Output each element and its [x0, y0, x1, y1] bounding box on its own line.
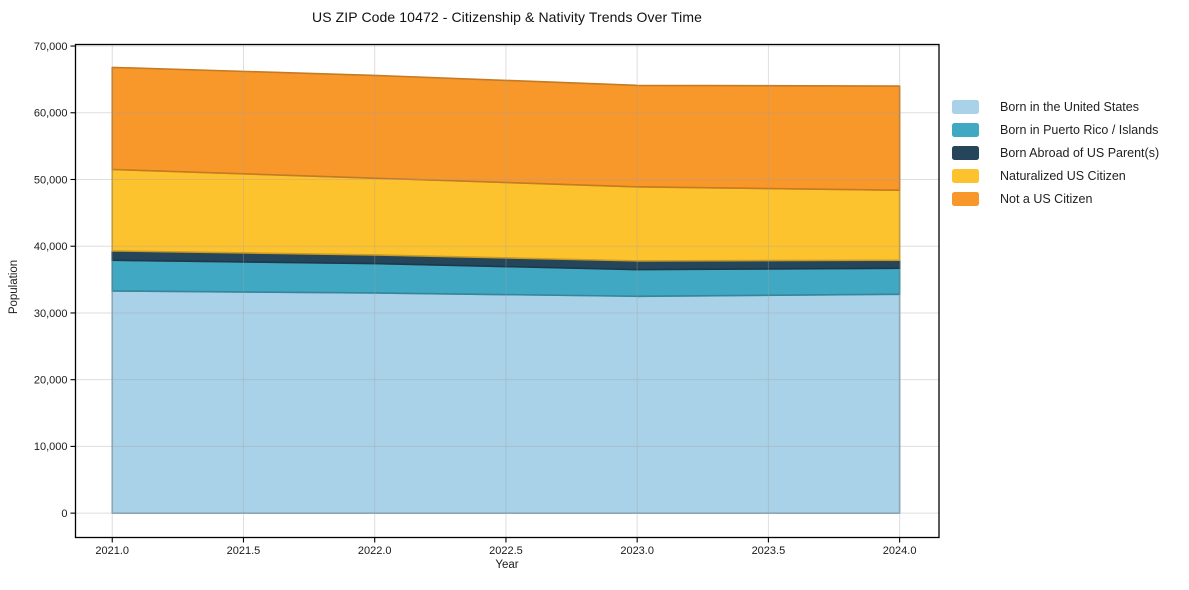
- y-tick-label: 40,000: [34, 241, 68, 253]
- legend-item: Naturalized US Citizen: [952, 168, 1159, 183]
- y-tick-label: 70,000: [34, 41, 68, 53]
- legend-label: Naturalized US Citizen: [1000, 168, 1126, 183]
- legend-label: Born in the United States: [1000, 99, 1139, 114]
- x-tick-label: 2022.0: [358, 545, 392, 557]
- legend-label: Born Abroad of US Parent(s): [1000, 145, 1160, 160]
- y-tick-label: 0: [61, 508, 67, 520]
- legend-swatch: [952, 99, 979, 114]
- area-not-a-us-citizen: [111, 66, 901, 191]
- legend-item: Born Abroad of US Parent(s): [952, 145, 1159, 160]
- x-tick-label: 2023.5: [752, 545, 786, 557]
- x-tick-label: 2023.0: [620, 545, 654, 557]
- x-tick-label: 2021.5: [227, 545, 261, 557]
- legend-label: Born in Puerto Rico / Islands: [1000, 122, 1159, 137]
- chart-title: US ZIP Code 10472 - Citizenship & Nativi…: [311, 9, 703, 25]
- legend-item: Not a US Citizen: [952, 191, 1159, 206]
- legend-item: Born in the United States: [952, 99, 1159, 114]
- y-tick-label: 50,000: [34, 174, 68, 186]
- legend-swatch: [952, 168, 979, 183]
- y-tick-label: 60,000: [34, 108, 68, 120]
- y-tick-label: 10,000: [34, 441, 68, 453]
- y-tick-label: 20,000: [34, 374, 68, 386]
- x-tick-label: 2022.5: [489, 545, 523, 557]
- legend-item: Born in Puerto Rico / Islands: [952, 122, 1159, 137]
- y-tick-label: 30,000: [34, 308, 68, 320]
- y-axis-label: Population: [8, 259, 20, 315]
- x-tick-label: 2024.0: [883, 545, 917, 557]
- legend-label: Not a US Citizen: [1000, 191, 1093, 206]
- x-tick-label: 2021.0: [95, 545, 129, 557]
- legend-swatch: [952, 191, 979, 206]
- plot-border: [74, 43, 940, 539]
- x-axis-label: Year: [495, 559, 519, 571]
- legend-swatch: [952, 122, 979, 137]
- legend: Born in the United States Born in Puerto …: [952, 99, 1159, 214]
- legend-swatch: [952, 145, 979, 160]
